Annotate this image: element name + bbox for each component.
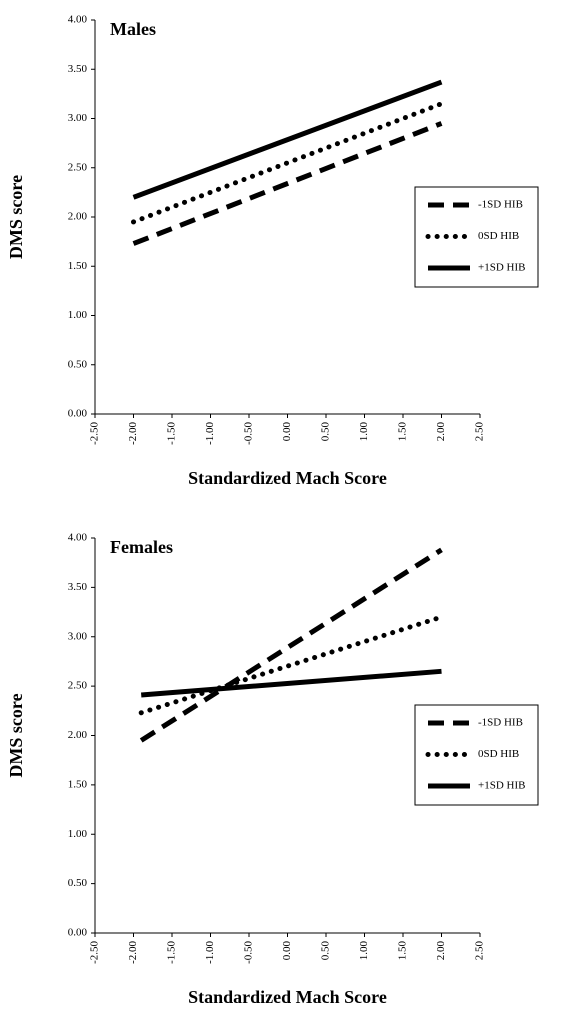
y-tick-label: 2.00: [68, 729, 88, 741]
legend-label: -1SD HIB: [478, 199, 523, 211]
x-tick-label: 0.00: [281, 941, 293, 961]
x-tick-label: -0.50: [243, 422, 255, 445]
x-axis-label: Standardized Mach Score: [188, 987, 387, 1007]
y-tick-label: 2.00: [68, 211, 88, 223]
x-axis-label: Standardized Mach Score: [188, 468, 387, 488]
x-tick-label: -2.50: [89, 422, 101, 445]
y-axis-label: DMS score: [6, 175, 26, 259]
x-tick-label: -1.00: [204, 941, 216, 964]
x-tick-label: 0.00: [281, 422, 293, 442]
y-tick-label: 3.00: [68, 630, 88, 642]
y-tick-label: 4.00: [68, 14, 88, 26]
y-tick-label: 3.50: [68, 581, 88, 593]
series-line: [132, 79, 443, 200]
x-tick-label: 2.00: [435, 422, 447, 442]
x-tick-label: 1.50: [397, 941, 409, 961]
x-tick-label: 1.50: [397, 422, 409, 442]
chart-title: Females: [110, 537, 173, 557]
x-tick-label: 1.00: [358, 941, 370, 961]
x-tick-label: -1.50: [166, 941, 178, 964]
y-axis-label: DMS score: [6, 693, 26, 777]
y-tick-label: 3.00: [68, 112, 88, 124]
y-tick-label: 0.00: [68, 408, 88, 420]
legend-label: +1SD HIB: [478, 262, 525, 274]
x-tick-label: -2.50: [89, 941, 101, 964]
series-line: [138, 614, 444, 716]
x-tick-label: 2.50: [474, 422, 486, 442]
x-tick-label: -2.00: [127, 941, 139, 964]
y-tick-label: 3.50: [68, 63, 88, 75]
series-line: [132, 121, 443, 246]
legend-label: 0SD HIB: [478, 748, 519, 760]
series-line: [139, 547, 443, 743]
x-tick-label: 1.00: [358, 422, 370, 442]
x-tick-label: 0.50: [320, 941, 332, 961]
y-tick-label: 1.00: [68, 828, 88, 840]
y-tick-label: 1.50: [68, 778, 88, 790]
y-tick-label: 4.00: [68, 532, 88, 544]
y-tick-label: 2.50: [68, 161, 88, 173]
legend-label: -1SD HIB: [478, 717, 523, 729]
y-tick-label: 0.50: [68, 358, 88, 370]
x-tick-label: -1.50: [166, 422, 178, 445]
series-line: [141, 668, 442, 698]
x-tick-label: -2.00: [127, 422, 139, 445]
y-tick-label: 2.50: [68, 680, 88, 692]
x-tick-label: 2.00: [435, 941, 447, 961]
y-tick-label: 1.00: [68, 309, 88, 321]
legend-label: +1SD HIB: [478, 780, 525, 792]
x-tick-label: -1.00: [204, 422, 216, 445]
legend-label: 0SD HIB: [478, 230, 519, 242]
chart-title: Males: [110, 19, 156, 39]
x-tick-label: 0.50: [320, 422, 332, 442]
y-tick-label: 0.50: [68, 877, 88, 889]
y-tick-label: 0.00: [68, 927, 88, 939]
y-tick-label: 1.50: [68, 260, 88, 272]
series-line: [131, 101, 444, 225]
x-tick-label: 2.50: [474, 941, 486, 961]
x-tick-label: -0.50: [243, 941, 255, 964]
